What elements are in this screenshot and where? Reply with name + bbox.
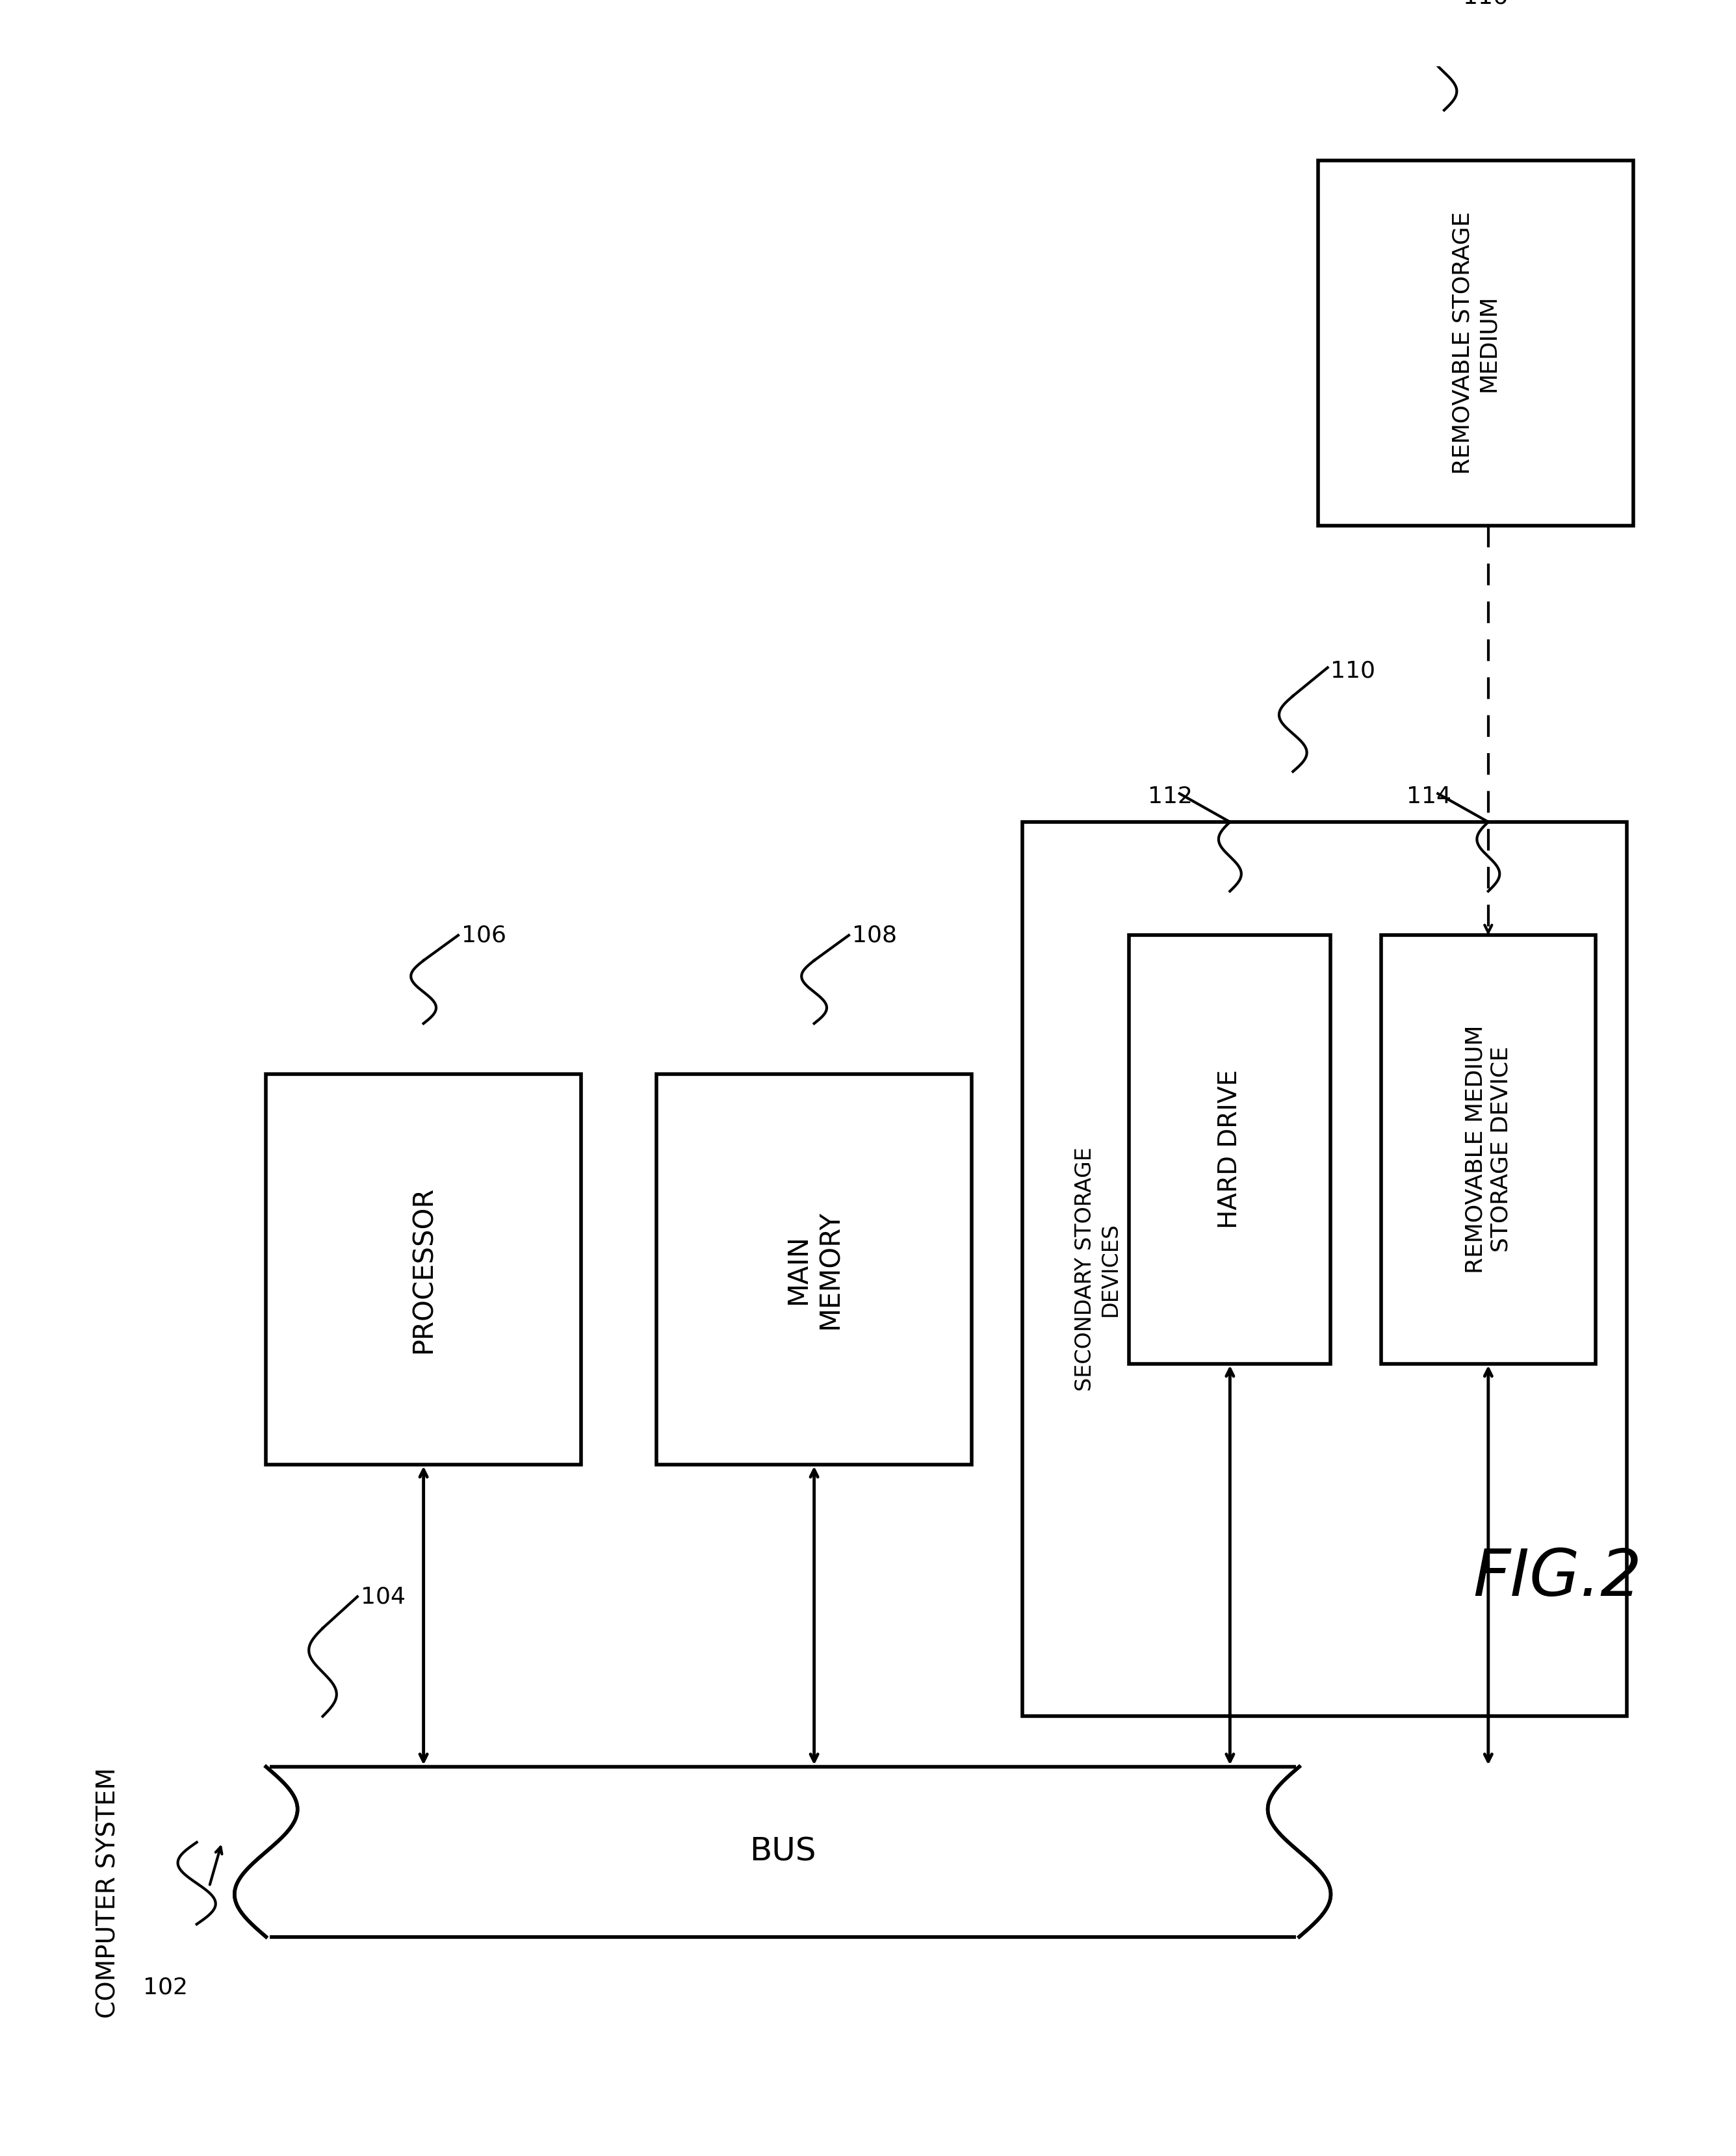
Bar [1128, 936, 1332, 1363]
Bar [1382, 936, 1595, 1363]
Bar [266, 1074, 582, 1464]
Text: 104: 104 [361, 1585, 406, 1608]
Text: FIG.2: FIG.2 [1474, 1546, 1642, 1608]
Text: MAIN
MEMORY: MAIN MEMORY [785, 1210, 844, 1328]
Text: 114: 114 [1406, 785, 1451, 808]
Bar [1318, 160, 1634, 526]
Text: 110: 110 [1332, 660, 1375, 681]
Text: 112: 112 [1147, 785, 1193, 808]
Bar [1023, 821, 1627, 1716]
Bar [266, 1766, 1299, 1936]
Text: REMOVABLE MEDIUM
STORAGE DEVICE: REMOVABLE MEDIUM STORAGE DEVICE [1465, 1024, 1512, 1274]
Text: COMPUTER SYSTEM: COMPUTER SYSTEM [95, 1768, 122, 2018]
Text: BUS: BUS [750, 1837, 816, 1867]
Text: 108: 108 [852, 925, 898, 946]
Bar [656, 1074, 972, 1464]
Text: 102: 102 [142, 1977, 187, 1999]
Text: PROCESSOR: PROCESSOR [410, 1186, 437, 1352]
Text: REMOVABLE STORAGE
MEDIUM: REMOVABLE STORAGE MEDIUM [1451, 211, 1500, 474]
Text: SECONDARY STORAGE
DEVICES: SECONDARY STORAGE DEVICES [1075, 1147, 1121, 1391]
Text: 106: 106 [462, 925, 507, 946]
Text: 116: 116 [1463, 0, 1509, 9]
Text: HARD DRIVE: HARD DRIVE [1217, 1069, 1243, 1229]
